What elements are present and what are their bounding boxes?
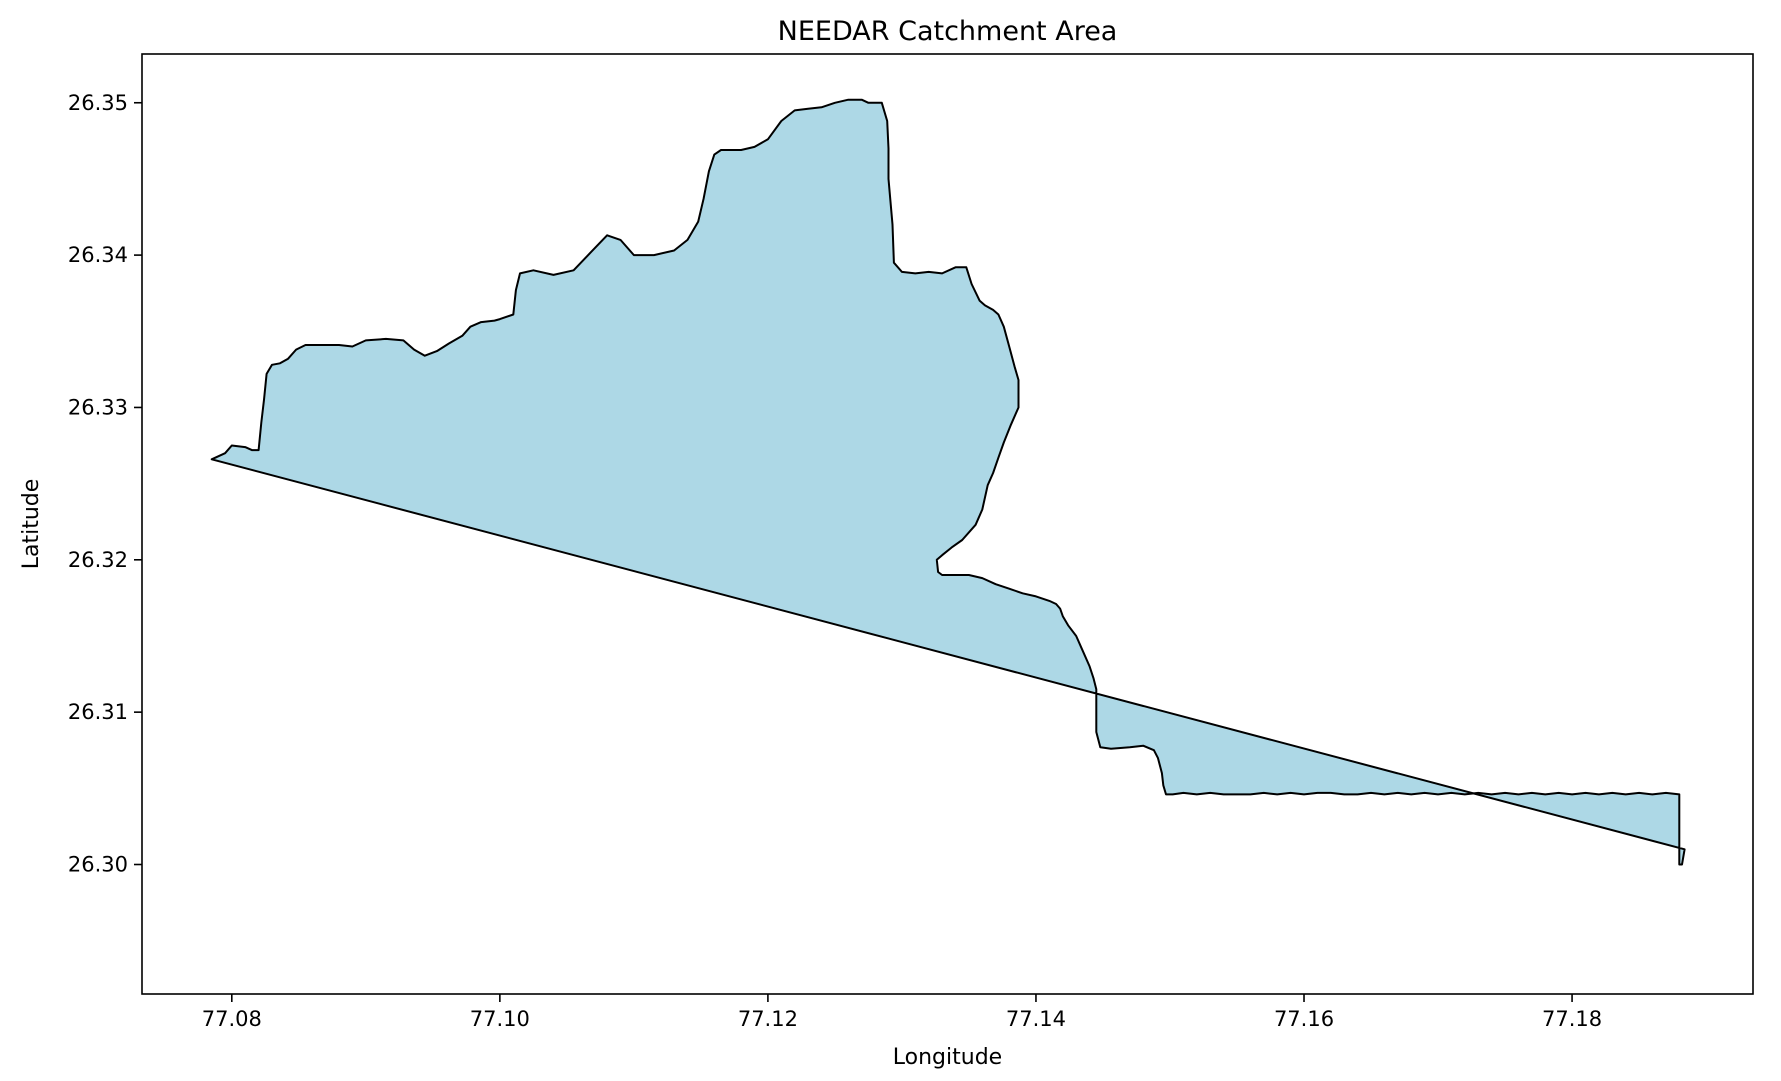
x-tick-label: 77.18 xyxy=(1542,1007,1602,1031)
y-tick-label: 26.33 xyxy=(68,395,128,419)
x-tick-label: 77.14 xyxy=(1006,1007,1066,1031)
x-axis-label: Longitude xyxy=(893,1045,1002,1070)
y-tick-label: 26.35 xyxy=(68,91,128,115)
x-tick-label: 77.08 xyxy=(202,1007,262,1031)
y-tick-label: 26.32 xyxy=(68,548,128,572)
axes-frame xyxy=(141,53,1754,995)
chart-title: NEEDAR Catchment Area xyxy=(778,16,1118,47)
y-axis-label: Latitude xyxy=(19,479,44,570)
x-tick-label: 77.16 xyxy=(1274,1007,1334,1031)
polygon-layer xyxy=(210,98,1686,866)
x-tick-label: 77.10 xyxy=(470,1007,530,1031)
x-tick-label: 77.12 xyxy=(738,1007,798,1031)
y-tick-label: 26.34 xyxy=(68,243,128,267)
y-ticks: 26.30 26.31 26.32 26.33 26.34 26.35 xyxy=(68,91,142,877)
catchment-polygon xyxy=(210,98,1686,866)
y-tick-label: 26.30 xyxy=(68,853,128,877)
y-tick-label: 26.31 xyxy=(68,700,128,724)
x-ticks: 77.08 77.10 77.12 77.14 77.16 77.18 xyxy=(202,994,1602,1031)
